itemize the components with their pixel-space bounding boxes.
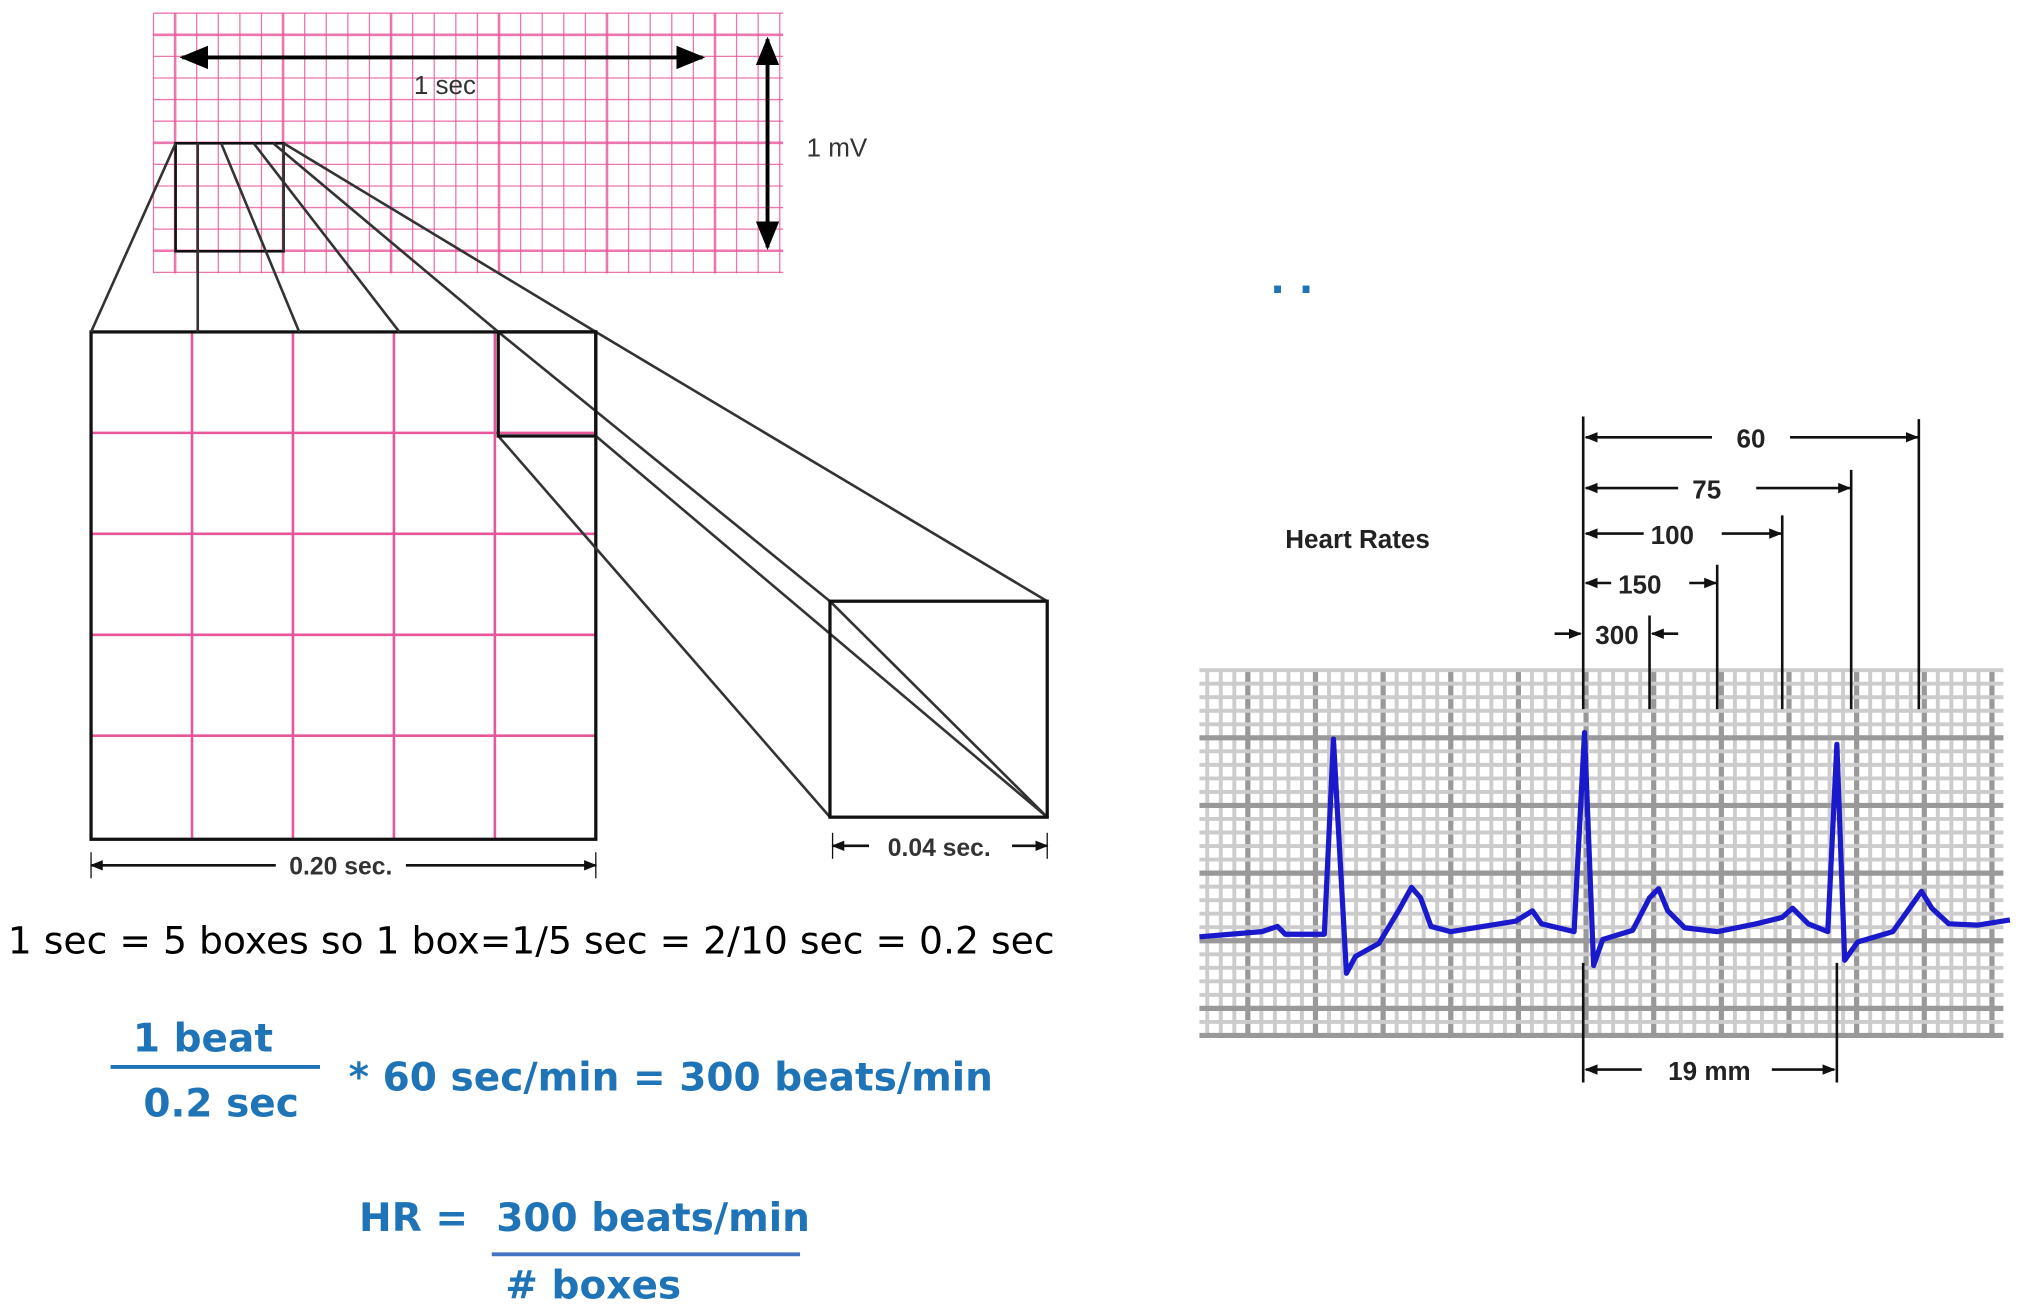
label: 0.20 sec. <box>289 853 392 880</box>
formula-lhs: HR = <box>359 1196 468 1241</box>
rate-label: 75 <box>1692 474 1721 504</box>
fraction-denominator: 0.2 sec <box>143 1081 299 1126</box>
rate-label: 60 <box>1737 424 1766 454</box>
label-bg <box>869 830 1013 864</box>
fraction-result: * 60 sec/min = 300 beats/min <box>349 1055 993 1100</box>
label: 1 mV <box>807 132 868 162</box>
label: 1 sec <box>414 70 476 100</box>
distance-label: 19 mm <box>1668 1056 1750 1086</box>
ecg-trace <box>1199 730 2011 976</box>
label-bg <box>1643 516 1722 551</box>
grid-frame <box>89 330 598 841</box>
ecg-paper-grid <box>89 12 784 841</box>
formula-denominator: # boxes <box>505 1263 681 1308</box>
rate-label: 300 <box>1595 620 1638 650</box>
rate-label: 100 <box>1651 520 1694 550</box>
formula-numerator: 300 beats/min <box>496 1196 810 1241</box>
ecg-strip-grid <box>1199 668 2004 1039</box>
label-bg <box>275 848 406 883</box>
label-bg <box>1611 566 1690 600</box>
dots: . . <box>1270 258 1313 303</box>
rate-label: 150 <box>1618 569 1661 599</box>
label-bg <box>1678 471 1757 505</box>
heart-rates-title: Heart Rates <box>1285 524 1430 554</box>
label: 0.04 sec. <box>888 835 991 862</box>
label-bg <box>1711 420 1791 455</box>
zoom-lines <box>89 141 1049 819</box>
heart-rate-markers: 60 75 100 150 300 <box>1554 416 1921 710</box>
fraction-numerator: 1 beat <box>133 1016 273 1061</box>
explanation: 1 sec = 5 boxes so 1 box=1/5 sec = 2/10 … <box>8 919 1055 963</box>
